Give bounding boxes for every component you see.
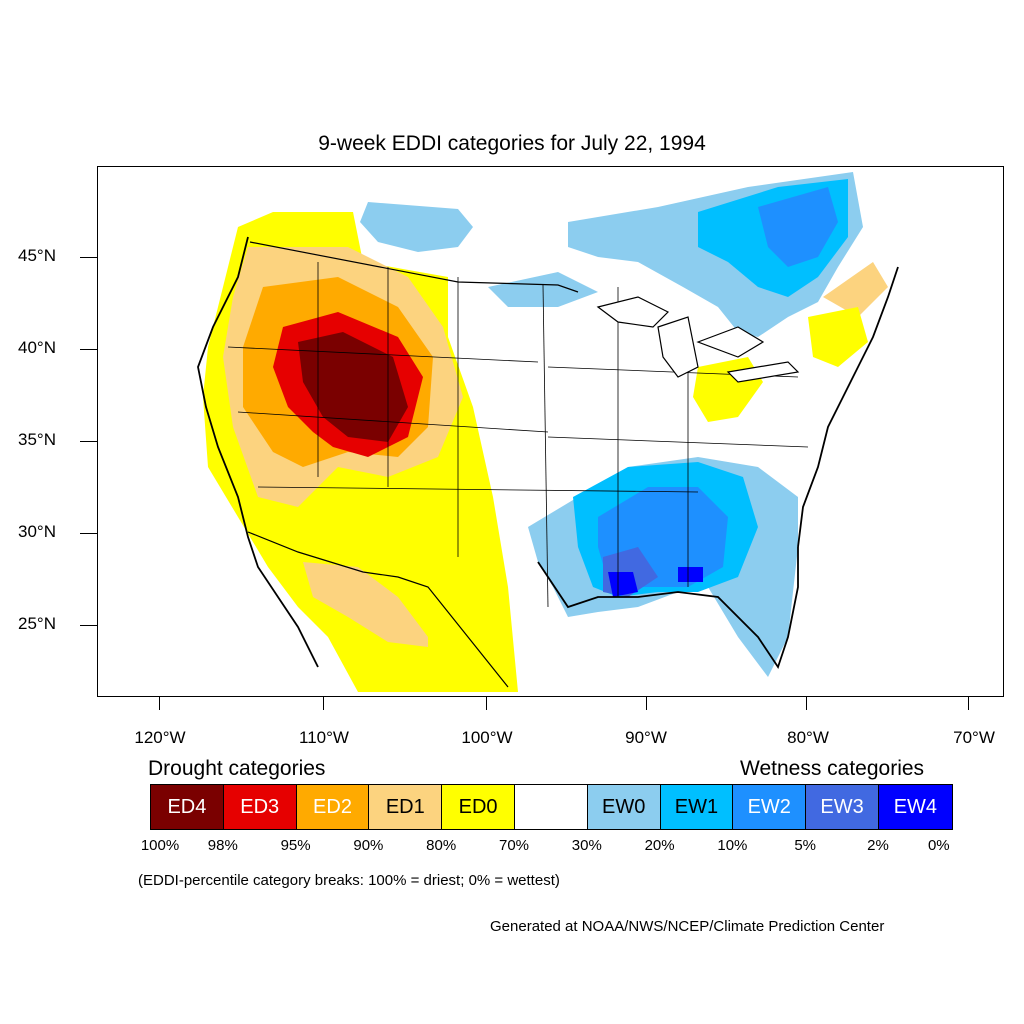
drought-region-maine-ed1 (823, 262, 888, 317)
lat-tick-35 (80, 441, 97, 442)
legend-box-ew2: EW2 (733, 785, 807, 829)
lat-label-35: 35°N (18, 430, 56, 449)
drought-region-baja-ed1 (303, 562, 428, 647)
map-title: 9-week EDDI categories for July 22, 1994 (318, 132, 706, 155)
drought-region-ne-ed0 (808, 307, 868, 367)
lat-label-40: 40°N (18, 338, 56, 357)
legend-box-ed2: ED2 (296, 785, 370, 829)
legend-box-neutral (514, 785, 588, 829)
coastline-east (797, 266, 899, 548)
wet-region-canada-west (360, 202, 473, 252)
lat-tick-45 (80, 257, 97, 258)
coastline-west (197, 236, 319, 668)
lon-tick-100 (486, 697, 487, 710)
coastline-gulf (537, 547, 799, 670)
legend-box-ed3: ED3 (223, 785, 297, 829)
legend-box-ew4: EW4 (878, 785, 952, 829)
percentile-label: 10% (717, 837, 748, 854)
percentile-label: 95% (280, 837, 311, 854)
great-lakes (596, 296, 800, 383)
legend-bar: ED4 ED3 ED2 ED1 ED0 EW0 EW1 EW2 EW3 EW4 (150, 784, 953, 830)
lat-tick-40 (80, 349, 97, 350)
lon-label-110: 110°W (299, 728, 349, 747)
lon-label-100: 100°W (461, 728, 513, 747)
wet-region-alabama-ew4 (678, 567, 703, 582)
wetness-heading: Wetness categories (740, 757, 925, 780)
lon-tick-90 (646, 697, 647, 710)
lon-label-120: 120°W (134, 728, 186, 747)
percentile-label: 30% (571, 837, 602, 854)
lon-tick-110 (323, 697, 324, 710)
drought-region-ohio-ed0 (693, 357, 763, 422)
percentile-label: 98% (207, 837, 238, 854)
lon-label-80: 80°W (787, 728, 829, 747)
lat-label-45: 45°N (18, 246, 56, 265)
eddi-map (197, 172, 899, 692)
percentile-label: 20% (644, 837, 675, 854)
map-panel (97, 166, 1004, 697)
wet-region-canada-east-ew2 (758, 187, 838, 267)
category-note: (EDDI-percentile category breaks: 100% =… (138, 872, 560, 889)
legend-box-ed0: ED0 (442, 785, 515, 829)
percentile-label: 80% (426, 837, 457, 854)
percentile-label: 0% (927, 837, 950, 854)
wet-region-southeast-ew4 (608, 572, 638, 597)
percentile-label: 2% (867, 837, 889, 854)
legend-box-ed4: ED4 (151, 785, 224, 829)
lon-label-90: 90°W (625, 728, 667, 747)
drought-region-west-ed4 (298, 332, 408, 442)
lat-label-25: 25°N (18, 614, 56, 633)
credit-line: Generated at NOAA/NWS/NCEP/Climate Predi… (490, 918, 885, 935)
legend-box-ew0: EW0 (587, 785, 661, 829)
state-lines (227, 262, 809, 608)
percentile-label: 70% (498, 837, 530, 854)
legend-box-ew3: EW3 (806, 785, 879, 829)
legend-box-ew1: EW1 (660, 785, 734, 829)
lon-tick-70 (968, 697, 969, 710)
border-mexico (247, 531, 509, 688)
lat-tick-30 (80, 533, 97, 534)
legend-box-ed1: ED1 (369, 785, 443, 829)
percentile-label: 90% (353, 837, 384, 854)
border-canada (249, 241, 579, 293)
lon-tick-80 (806, 697, 807, 710)
lon-label-70: 70°W (953, 728, 995, 747)
lat-label-30: 30°N (18, 522, 56, 541)
lat-tick-25 (80, 625, 97, 626)
drought-heading: Drought categories (148, 757, 326, 780)
percentile-label: 100% (140, 837, 180, 854)
percentile-label: 5% (794, 837, 817, 854)
lon-tick-120 (159, 697, 160, 710)
